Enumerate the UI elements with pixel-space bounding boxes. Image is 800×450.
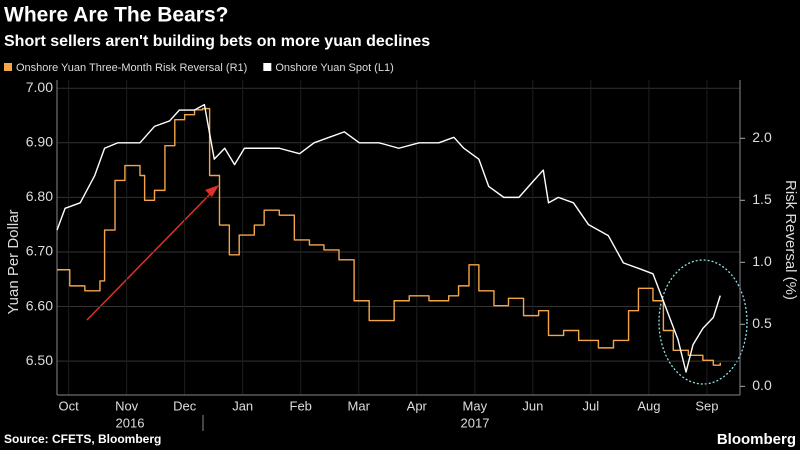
x-tick-label: Sep	[695, 398, 718, 413]
y2-tick-label: 2.0	[752, 129, 772, 145]
x-tick-label: Oct	[58, 398, 79, 413]
y2-tick-label: 1.5	[752, 191, 772, 207]
source-note: Source: CFETS, Bloomberg	[4, 432, 161, 446]
x-tick-label: Dec	[173, 398, 197, 413]
trend-arrow	[86, 189, 215, 321]
x-tick-label: Apr	[407, 398, 428, 413]
legend-swatch	[263, 63, 272, 71]
x-tick-label: Feb	[290, 398, 312, 413]
y2-tick-label: 1.0	[752, 253, 772, 269]
y-tick-label: 6.60	[26, 297, 53, 313]
y2-axis-title: Risk Reversal (%)	[782, 180, 799, 300]
arrow-head	[205, 185, 219, 197]
year-label: 2017	[461, 415, 490, 430]
y-tick-label: 6.80	[26, 188, 53, 204]
y-tick-label: 7.00	[26, 79, 53, 95]
y2-tick-label: 0.5	[752, 315, 772, 331]
brand-logo: Bloomberg	[717, 431, 796, 448]
x-tick-label: Aug	[637, 398, 660, 413]
legend-label: Onshore Yuan Three-Month Risk Reversal (…	[16, 62, 247, 74]
highlight-circle	[658, 259, 748, 385]
chart-title: Where Are The Bears?	[4, 4, 228, 27]
chart-subtitle: Short sellers aren't building bets on mo…	[4, 33, 430, 50]
y-tick-label: 6.70	[26, 243, 53, 259]
year-label: 2016	[116, 415, 145, 430]
x-tick-label: Jun	[522, 398, 543, 413]
x-tick-label: Mar	[348, 398, 371, 413]
series-line	[57, 107, 721, 366]
x-tick-label: May	[463, 398, 488, 413]
legend-label: Onshore Yuan Spot (L1)	[275, 62, 393, 74]
x-tick-label: Nov	[115, 398, 139, 413]
y-axis-title: Yuan Per Dollar	[5, 209, 22, 314]
y-tick-label: 6.50	[26, 352, 53, 368]
series-line	[56, 103, 721, 373]
x-tick-label: Jul	[583, 398, 600, 413]
y2-tick-label: 0.0	[752, 377, 772, 393]
x-tick-label: Jan	[232, 398, 253, 413]
y-tick-label: 6.90	[26, 133, 53, 149]
legend-swatch	[4, 63, 12, 71]
